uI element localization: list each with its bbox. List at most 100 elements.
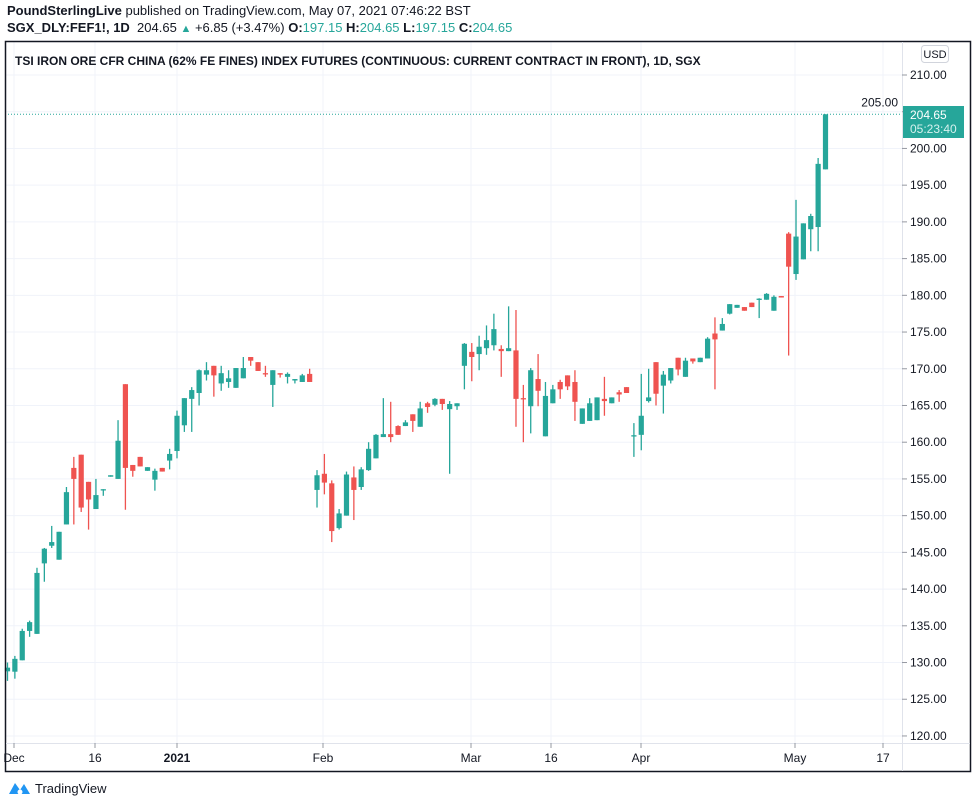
candle-body [815, 163, 821, 228]
candle [351, 466, 357, 521]
x-tick-label: 2021 [164, 751, 191, 765]
candle-body [358, 469, 364, 487]
candle [616, 390, 622, 402]
x-tick-label: 16 [544, 751, 558, 765]
candle [432, 398, 438, 407]
candle [483, 325, 490, 355]
x-tick-label: Feb [313, 751, 334, 765]
candle [343, 471, 350, 516]
candle [763, 293, 770, 300]
footer-brand[interactable]: TradingView [8, 780, 107, 796]
candle [329, 480, 335, 543]
candle [749, 302, 755, 308]
candle [233, 368, 239, 388]
candle [417, 401, 423, 427]
candle [189, 387, 195, 432]
candle [793, 199, 799, 280]
candle [623, 387, 630, 393]
candle-body [756, 298, 762, 300]
candle-body [727, 304, 733, 314]
candle [771, 295, 777, 311]
candle-body [314, 475, 320, 490]
candle-body [513, 350, 519, 399]
candle [727, 304, 733, 315]
x-tick-label: 17 [876, 751, 890, 765]
candle-body [660, 374, 666, 386]
candle [299, 373, 305, 382]
candle-body [786, 233, 792, 267]
low-label: L: [403, 20, 416, 35]
candle-body [638, 415, 644, 435]
candle-body [432, 398, 438, 405]
candle [144, 467, 151, 471]
y-tick-label: 155.00 [910, 472, 947, 486]
candle [270, 370, 276, 407]
time-axis[interactable]: Dec 16 2021 Feb Mar 16 Apr May 17 [3, 743, 890, 765]
candle [4, 662, 11, 681]
candle-body [506, 348, 512, 352]
candle-body [542, 395, 549, 437]
low-value: 197.15 [415, 20, 456, 35]
candle [277, 373, 283, 378]
candle-body [395, 426, 401, 435]
currency-button[interactable]: USD [921, 45, 949, 63]
publish-info: PoundSterlingLive published on TradingVi… [7, 3, 471, 18]
candle-body [108, 475, 114, 477]
tradingview-logo-icon [9, 783, 30, 795]
candle [697, 357, 703, 363]
candle [203, 362, 210, 381]
candle [108, 475, 114, 477]
y-tick-label: 150.00 [910, 509, 947, 523]
symbol-legend: SGX_DLY:FEF1!, 1D 204.65 ▲ +6.85 (+3.47%… [7, 20, 512, 35]
candle-body [196, 370, 202, 393]
candle [100, 489, 106, 496]
candle [314, 470, 320, 508]
candle [211, 365, 217, 397]
candle-body [130, 464, 136, 471]
candle-body [262, 373, 269, 375]
candle-body [41, 548, 47, 564]
open-value: 197.15 [302, 20, 343, 35]
candle [815, 157, 821, 252]
candle [307, 368, 313, 382]
candle-body [321, 473, 327, 483]
candle-body [616, 392, 622, 395]
candle-body [284, 373, 291, 377]
candle-body [225, 378, 232, 382]
x-tick-label: Mar [461, 751, 482, 765]
candle [19, 628, 25, 661]
candle-body [439, 398, 445, 405]
candle [564, 375, 571, 391]
candle-body [793, 236, 799, 275]
candle-body [557, 381, 563, 390]
candle [447, 401, 453, 474]
candle [196, 369, 202, 406]
candle [34, 567, 40, 634]
price-axis[interactable]: 210.00 205.00 200.00 195.00 190.00 185.00 180.… [861, 68, 947, 743]
candle-body [719, 323, 725, 331]
candle-body [771, 296, 777, 311]
candle [513, 310, 519, 427]
candle [292, 379, 298, 384]
y-tick-label: 160.00 [910, 435, 947, 449]
y-tick-label: 120.00 [910, 729, 947, 743]
candle [365, 442, 372, 471]
candle-body [564, 375, 571, 387]
candle [550, 384, 556, 404]
candle [542, 381, 549, 437]
candle-body [100, 489, 106, 491]
candle [638, 373, 644, 451]
chart-frame [4, 40, 972, 773]
candle-body [34, 572, 40, 634]
candle [41, 547, 47, 582]
y-tick-label: 170.00 [910, 362, 947, 376]
candle [461, 343, 468, 390]
y-tick-label: 145.00 [910, 545, 947, 559]
grid [6, 42, 902, 743]
candle [122, 384, 129, 510]
candle-body [63, 492, 70, 525]
candle [719, 318, 725, 331]
candle-body [763, 293, 770, 300]
x-tick-label: Dec [3, 751, 24, 765]
